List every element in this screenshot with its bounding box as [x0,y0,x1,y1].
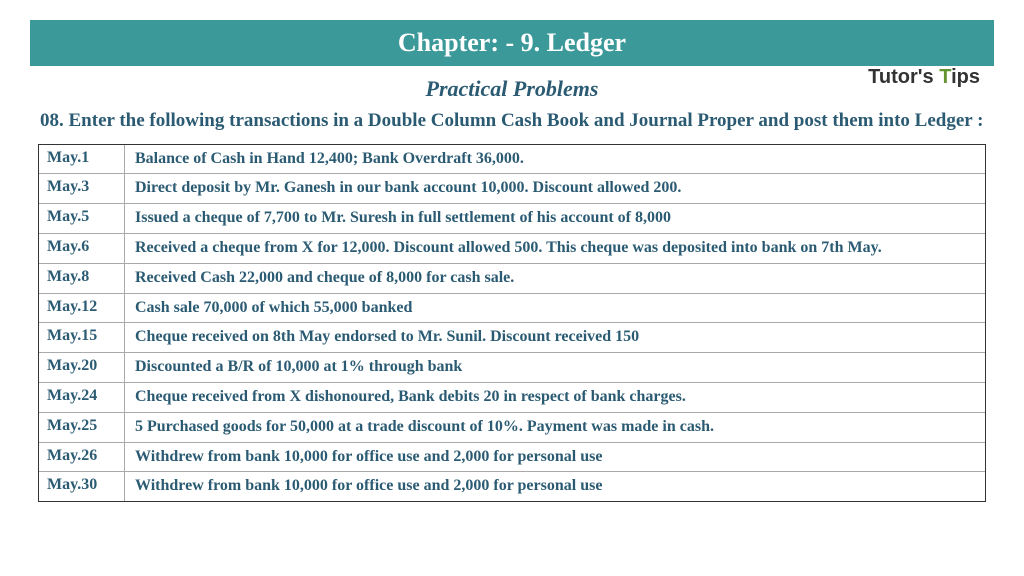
transaction-description: Direct deposit by Mr. Ganesh in our bank… [125,174,985,203]
table-row: May.20 Discounted a B/R of 10,000 at 1% … [39,353,985,383]
transaction-date: May.6 [39,234,125,263]
table-row: May.6 Received a cheque from X for 12,00… [39,234,985,264]
transaction-description: Cash sale 70,000 of which 55,000 banked [125,294,985,323]
table-row: May.1 Balance of Cash in Hand 12,400; Ba… [39,145,985,175]
transaction-description: Balance of Cash in Hand 12,400; Bank Ove… [125,145,985,174]
transaction-date: May.24 [39,383,125,412]
transactions-table: May.1 Balance of Cash in Hand 12,400; Ba… [38,144,986,503]
page-container: Chapter: - 9. Ledger Practical Problems … [0,0,1024,522]
logo-text-part3: ips [951,66,980,88]
transaction-date: May.3 [39,174,125,203]
logo-text-part2: T [939,66,951,88]
transaction-description: Received Cash 22,000 and cheque of 8,000… [125,264,985,293]
transaction-date: May.12 [39,294,125,323]
transaction-date: May.25 [39,413,125,442]
transaction-date: May.26 [39,443,125,472]
table-row: May.8 Received Cash 22,000 and cheque of… [39,264,985,294]
chapter-title-banner: Chapter: - 9. Ledger [30,20,994,66]
transaction-description: Discounted a B/R of 10,000 at 1% through… [125,353,985,382]
table-row: May.15 Cheque received on 8th May endors… [39,323,985,353]
transaction-description: Withdrew from bank 10,000 for office use… [125,472,985,501]
logo-text-part1: Tutor's [868,66,934,88]
table-row: May.25 5 Purchased goods for 50,000 at a… [39,413,985,443]
transaction-date: May.8 [39,264,125,293]
transaction-description: Cheque received from X dishonoured, Bank… [125,383,985,412]
transaction-date: May.1 [39,145,125,174]
section-subtitle: Practical Problems [30,76,994,102]
problem-heading: 08. Enter the following transactions in … [40,108,984,134]
transaction-description: Withdrew from bank 10,000 for office use… [125,443,985,472]
table-row: May.12 Cash sale 70,000 of which 55,000 … [39,294,985,324]
table-row: May.3 Direct deposit by Mr. Ganesh in ou… [39,174,985,204]
table-row: May.5 Issued a cheque of 7,700 to Mr. Su… [39,204,985,234]
transaction-date: May.5 [39,204,125,233]
transaction-description: Issued a cheque of 7,700 to Mr. Suresh i… [125,204,985,233]
table-row: May.30 Withdrew from bank 10,000 for off… [39,472,985,501]
transaction-description: Received a cheque from X for 12,000. Dis… [125,234,985,263]
transaction-date: May.30 [39,472,125,501]
transaction-description: 5 Purchased goods for 50,000 at a trade … [125,413,985,442]
transaction-date: May.15 [39,323,125,352]
brand-logo: Tutor's Tips [868,66,980,89]
table-row: May.26 Withdrew from bank 10,000 for off… [39,443,985,473]
transaction-description: Cheque received on 8th May endorsed to M… [125,323,985,352]
transaction-date: May.20 [39,353,125,382]
table-row: May.24 Cheque received from X dishonoure… [39,383,985,413]
